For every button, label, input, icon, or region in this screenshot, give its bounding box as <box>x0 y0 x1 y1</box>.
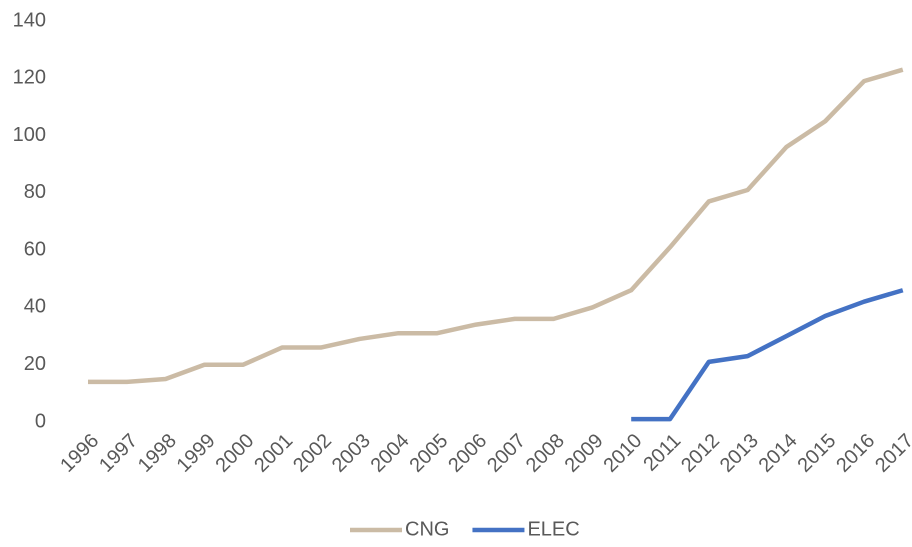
x-tick-label: 2001 <box>250 430 297 477</box>
y-tick-label: 0 <box>35 410 46 432</box>
x-tick-label: 2000 <box>211 430 258 477</box>
x-tick-label: 1997 <box>95 430 142 477</box>
x-tick-label: 2011 <box>639 430 685 476</box>
legend-label: ELEC <box>527 518 579 540</box>
y-tick-label: 60 <box>24 238 46 260</box>
x-tick-label: 2002 <box>289 430 336 477</box>
x-tick-label: 1998 <box>134 430 181 477</box>
x-tick-label: 2013 <box>716 430 763 477</box>
x-tick-label: 2017 <box>871 430 912 477</box>
legend-label: CNG <box>405 518 449 540</box>
y-tick-label: 20 <box>24 353 46 375</box>
x-tick-label: 2015 <box>793 430 840 477</box>
y-tick-label: 140 <box>13 9 46 31</box>
x-tick-label: 2005 <box>405 430 452 477</box>
x-tick-label: 2012 <box>677 430 724 477</box>
x-tick-label: 1996 <box>56 430 103 477</box>
x-tick-label: 2009 <box>561 430 608 477</box>
series-line <box>631 288 904 422</box>
series-line <box>88 67 904 385</box>
x-tick-label: 2007 <box>483 430 530 477</box>
x-tick-label: 2008 <box>522 430 569 477</box>
x-tick-label: 2010 <box>599 430 646 477</box>
x-tick-label: 1999 <box>173 430 220 477</box>
y-tick-label: 40 <box>24 296 46 318</box>
x-tick-label: 2004 <box>367 430 414 477</box>
x-tick-label: 2014 <box>755 430 802 477</box>
y-tick-label: 120 <box>13 67 46 89</box>
x-tick-label: 2003 <box>328 430 375 477</box>
y-tick-label: 100 <box>13 124 46 146</box>
y-tick-label: 80 <box>24 181 46 203</box>
x-tick-label: 2006 <box>444 430 491 477</box>
x-tick-label: 2016 <box>832 430 879 477</box>
